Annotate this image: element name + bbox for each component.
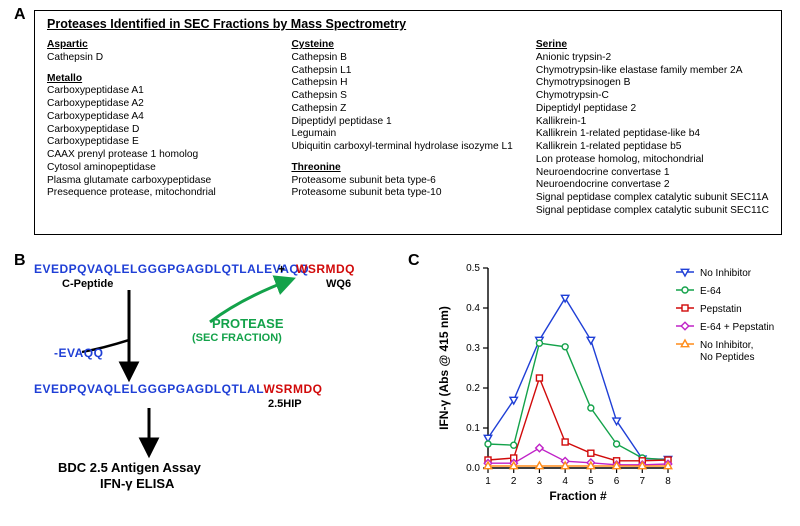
svg-text:IFN-γ (Abs @ 415 nm): IFN-γ (Abs @ 415 nm) [437,306,451,430]
protease-item: Signal peptidase complex catalytic subun… [536,205,769,218]
assay-line-2: IFN-γ ELISA [100,476,174,491]
svg-text:0.1: 0.1 [466,423,480,434]
group-heading: Aspartic [47,39,279,52]
panel-a-columns: AsparticCathepsin DMetalloCarboxypeptida… [47,37,769,218]
protease-item: Carboxypeptidase D [47,124,279,137]
svg-text:5: 5 [588,476,594,487]
protease-item: Chymotrypsin-like elastase family member… [536,65,769,78]
svg-text:0.0: 0.0 [466,463,480,474]
protease-item: Chymotrypsin-C [536,90,769,103]
group-heading: Metallo [47,73,279,86]
protease-item: Kallikrein 1-related peptidase-like b4 [536,128,769,141]
protease-item: Dipeptidyl peptidase 1 [291,116,523,129]
svg-text:E-64 + Pepstatin: E-64 + Pepstatin [700,322,774,333]
svg-text:7: 7 [640,476,646,487]
plus-sign: + [278,262,285,276]
protease-column: SerineAnionic trypsin-2Chymotrypsin-like… [536,37,769,218]
protease-item: Presequence protease, mitochondrial [47,187,279,200]
protease-column: AsparticCathepsin DMetalloCarboxypeptida… [47,37,279,218]
protease-item: Neuroendocrine convertase 2 [536,179,769,192]
svg-text:0.4: 0.4 [466,303,480,314]
protease-item: Neuroendocrine convertase 1 [536,167,769,180]
protease-item: Cathepsin D [47,52,279,65]
svg-text:Fraction #: Fraction # [549,489,607,503]
protease-item: Kallikrein-1 [536,116,769,129]
wq6-seq: WSRMDQ [296,262,355,276]
protease-item: Signal peptidase complex catalytic subun… [536,192,769,205]
hip-seq: EVEDPQVAQLELGGGPGAGDLQTLALWSRMDQ [34,382,322,396]
chart-svg: 0.0 0.1 0.2 0.3 0.4 0.5 1 2 3 4 5 6 7 8 Fraction # IFN-… [432,260,788,516]
cpeptide-seq: EVEDPQVAQLELGGGPGAGDLQTLALEVAQQ [34,262,309,276]
protease-item: Cathepsin B [291,52,523,65]
svg-text:3: 3 [537,476,543,487]
svg-text:E-64: E-64 [700,286,722,297]
cleaved-fragment: -EVAQQ [54,346,103,360]
protease-item: Plasma glutamate carboxypeptidase [47,175,279,188]
panel-a-box: Proteases Identified in SEC Fractions by… [34,10,782,235]
protease-item: Carboxypeptidase A2 [47,98,279,111]
protease-label: PROTEASE [212,316,284,331]
protease-item: Dipeptidyl peptidase 2 [536,103,769,116]
svg-text:No Inhibitor,: No Inhibitor, [700,340,753,351]
svg-text:8: 8 [665,476,671,487]
protease-item: Chymotrypsinogen B [536,77,769,90]
panel-b: EVEDPQVAQLELGGGPGAGDLQTLALEVAQQ + WSRMDQ… [34,256,394,516]
panel-c-chart: 0.0 0.1 0.2 0.3 0.4 0.5 1 2 3 4 5 6 7 8 Fraction # IFN-… [432,260,788,516]
hip-suffix: WSRMDQ [263,382,322,396]
protease-item: Cathepsin H [291,77,523,90]
hip-prefix: EVEDPQVAQLELGGGPGAGDLQTLAL [34,382,263,396]
hip-label: 2.5HIP [268,398,302,410]
protease-item: Cathepsin L1 [291,65,523,78]
protease-item: Ubiquitin carboxyl-terminal hydrolase is… [291,141,523,154]
protease-item: CAAX prenyl protease 1 homolog [47,149,279,162]
wq6-label: WQ6 [326,278,351,290]
panel-b-label: B [14,252,26,270]
svg-text:No Peptides: No Peptides [700,352,754,363]
protease-column: CysteineCathepsin BCathepsin L1Cathepsin… [291,37,523,218]
protease-item: Proteasome subunit beta type-6 [291,175,523,188]
protease-item: Carboxypeptidase E [47,136,279,149]
protease-item: Anionic trypsin-2 [536,52,769,65]
svg-text:Pepstatin: Pepstatin [700,304,742,315]
panel-a-title: Proteases Identified in SEC Fractions by… [47,17,769,31]
protease-item: Cathepsin Z [291,103,523,116]
panel-a-label: A [14,6,26,24]
svg-text:0.5: 0.5 [466,263,480,274]
svg-text:2: 2 [511,476,517,487]
svg-text:6: 6 [614,476,620,487]
svg-text:0.3: 0.3 [466,343,480,354]
svg-text:1: 1 [485,476,491,487]
svg-text:0.2: 0.2 [466,383,480,394]
panel-c-label: C [408,252,420,270]
assay-line-1: BDC 2.5 Antigen Assay [58,460,201,475]
protease-item: Legumain [291,128,523,141]
protease-item: Carboxypeptidase A4 [47,111,279,124]
cpeptide-label: C-Peptide [62,278,113,290]
protease-sublabel: (SEC FRACTION) [192,332,282,344]
protease-item: Cathepsin S [291,90,523,103]
protease-item: Lon protease homolog, mitochondrial [536,154,769,167]
protease-item: Kallikrein 1-related peptidase b5 [536,141,769,154]
svg-text:No Inhibitor: No Inhibitor [700,268,752,279]
group-heading: Cysteine [291,39,523,52]
svg-text:4: 4 [562,476,568,487]
protease-item: Cytosol aminopeptidase [47,162,279,175]
protease-item: Proteasome subunit beta type-10 [291,187,523,200]
group-heading: Serine [536,39,769,52]
protease-item: Carboxypeptidase A1 [47,85,279,98]
group-heading: Threonine [291,162,523,175]
